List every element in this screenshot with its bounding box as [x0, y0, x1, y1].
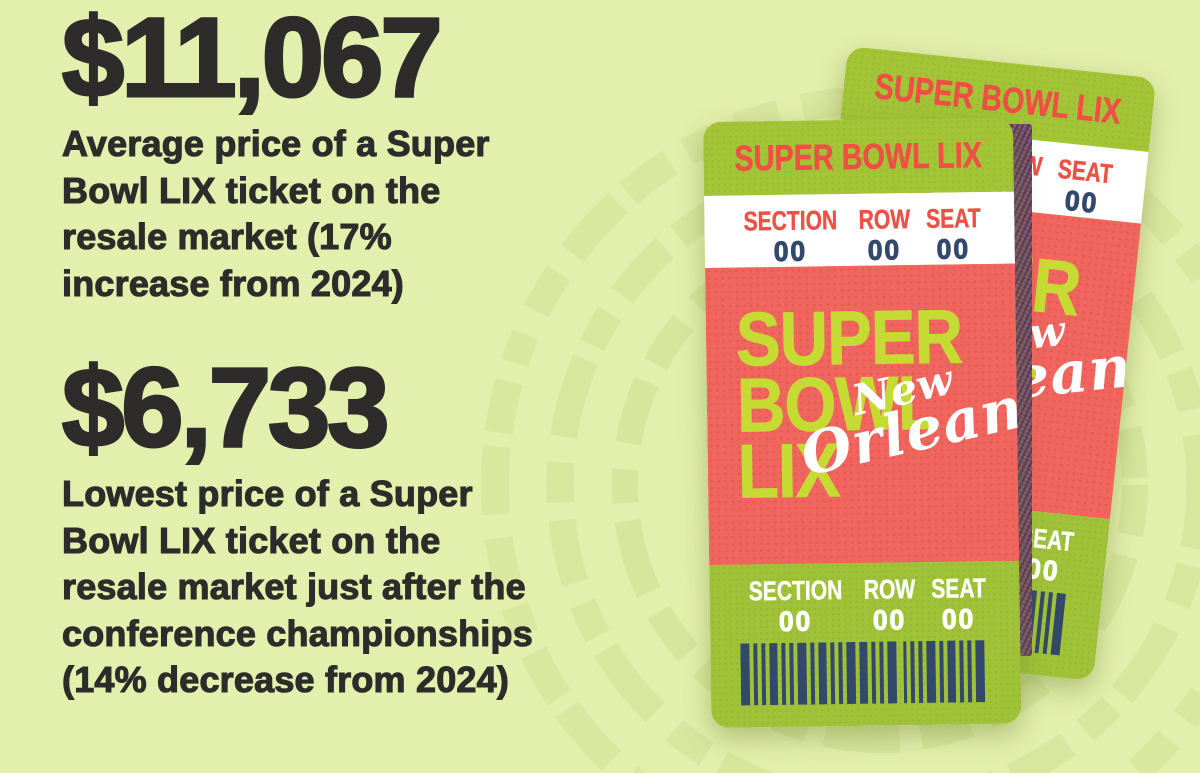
stats-column: $11,067 Average price of a Super Bowl LI… — [61, 0, 637, 704]
ticket-front-header: SUPER BOWL LIX — [703, 117, 1015, 196]
ticket-front-info-band: SECTION 00 ROW 00 SEAT 00 — [704, 191, 1016, 268]
seat-label: SEAT — [925, 203, 981, 234]
ticket-title: SUPER BOWL LIX — [734, 134, 983, 179]
row-label: ROW — [863, 574, 916, 605]
ticket-front-footer: SECTION 00 ROW 00 SEAT 00 — [709, 560, 1022, 728]
seat-field: SEAT 00 — [1046, 153, 1122, 221]
section-field: SECTION 00 — [730, 205, 851, 268]
row-field: ROW 00 — [851, 204, 918, 266]
section-label: SECTION — [748, 575, 843, 607]
seat-label: SEAT — [1056, 153, 1114, 190]
section-value: 00 — [779, 605, 814, 637]
stat-description-average: Average price of a Super Bowl LIX ticket… — [61, 122, 490, 304]
seat-field: SEAT 00 — [918, 203, 989, 265]
row-field: ROW 00 — [856, 574, 923, 636]
barcode — [740, 640, 986, 706]
ticket-front: SUPER BOWL LIX SECTION 00 ROW 00 SEAT 00… — [703, 117, 1022, 728]
section-field: SECTION 00 — [735, 575, 856, 638]
row-value: 00 — [867, 234, 902, 266]
seat-field: SEAT 00 — [923, 573, 994, 635]
stat-value-lowest: $6,733 — [61, 345, 392, 470]
ticket-front-body: SUPER BOWL LIX New Orleans — [705, 263, 1021, 565]
stat-average-price: $11,067 Average price of a Super Bowl LI… — [61, 0, 637, 307]
seat-value: 00 — [1063, 184, 1101, 219]
stat-description-lowest: Lowest price of a Super Bowl LIX ticket … — [61, 472, 533, 700]
section-label: SECTION — [743, 205, 838, 237]
section-value: 00 — [773, 235, 808, 268]
stat-lowest-price: $6,733 Lowest price of a Super Bowl LIX … — [61, 345, 637, 704]
seat-label: SEAT — [931, 573, 987, 604]
row-value: 00 — [873, 604, 908, 636]
watermark-ring — [546, 151, 1200, 773]
row-label: ROW — [858, 204, 911, 235]
stat-value-average: $11,067 — [61, 0, 445, 120]
watermark-ring — [481, 86, 1200, 773]
seat-value: 00 — [942, 603, 977, 635]
seat-value: 00 — [936, 233, 971, 265]
